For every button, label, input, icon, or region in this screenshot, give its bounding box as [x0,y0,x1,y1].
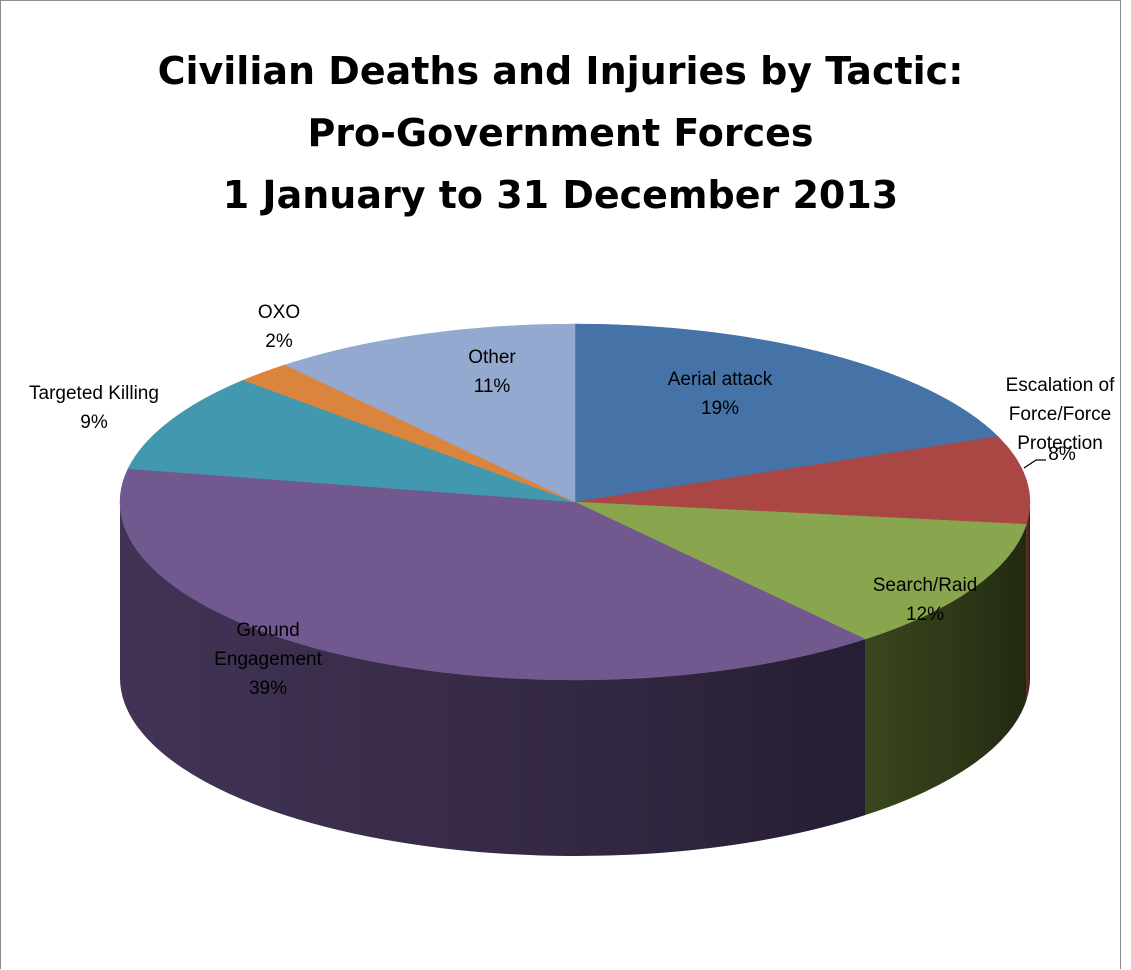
slice-side-shade-ground [120,502,866,856]
slice-value-other: 11% [474,376,511,397]
slice-label-oxo-1: OXO [258,302,300,323]
slice-side-shade-search [865,524,1027,816]
slice-escalation [574,436,1031,525]
chart-title-line-2: Pro-Government Forces [307,111,814,155]
slice-label-ground-2: Engagement [214,649,322,670]
chart-title-line-1: Civilian Deaths and Injuries by Tactic: [157,49,964,93]
escalation-leader-line [1023,459,1046,469]
slice-search [574,501,1027,640]
slice-value-ground: 39% [249,678,287,699]
slice-label-targeted-1: Targeted Killing [29,383,159,404]
pie-labels: Aerial attack 19% Escalation of Force/Force… [29,302,1115,699]
slice-label-other-1: Other [468,347,516,368]
slice-label-aerial-1: Aerial attack [668,369,773,390]
slice-targeted [127,379,576,503]
slice-value-oxo: 2% [265,331,293,352]
slice-label-ground-1: Ground [236,620,299,641]
slice-aerial [574,323,999,503]
slice-value-escalation: 8% [1048,444,1076,465]
slice-label-search-1: Search/Raid [873,575,978,596]
slice-side-shade-escalation [1026,502,1030,701]
pie-sides [120,502,1030,856]
slice-value-targeted: 9% [80,412,108,433]
chart-title-line-3: 1 January to 31 December 2013 [222,173,899,217]
pie-top-faces [119,323,1031,681]
slice-ground [119,468,866,681]
slice-label-escalation-3: Protection [1017,433,1103,454]
chart-title: Civilian Deaths and Injuries by Tactic: … [0,40,1121,226]
slice-label-escalation-1: Escalation of [1006,375,1116,396]
slice-other [284,323,576,503]
slice-label-escalation-2: Force/Force [1009,404,1111,425]
slice-value-search: 12% [906,604,944,625]
slice-value-aerial: 19% [701,398,739,419]
